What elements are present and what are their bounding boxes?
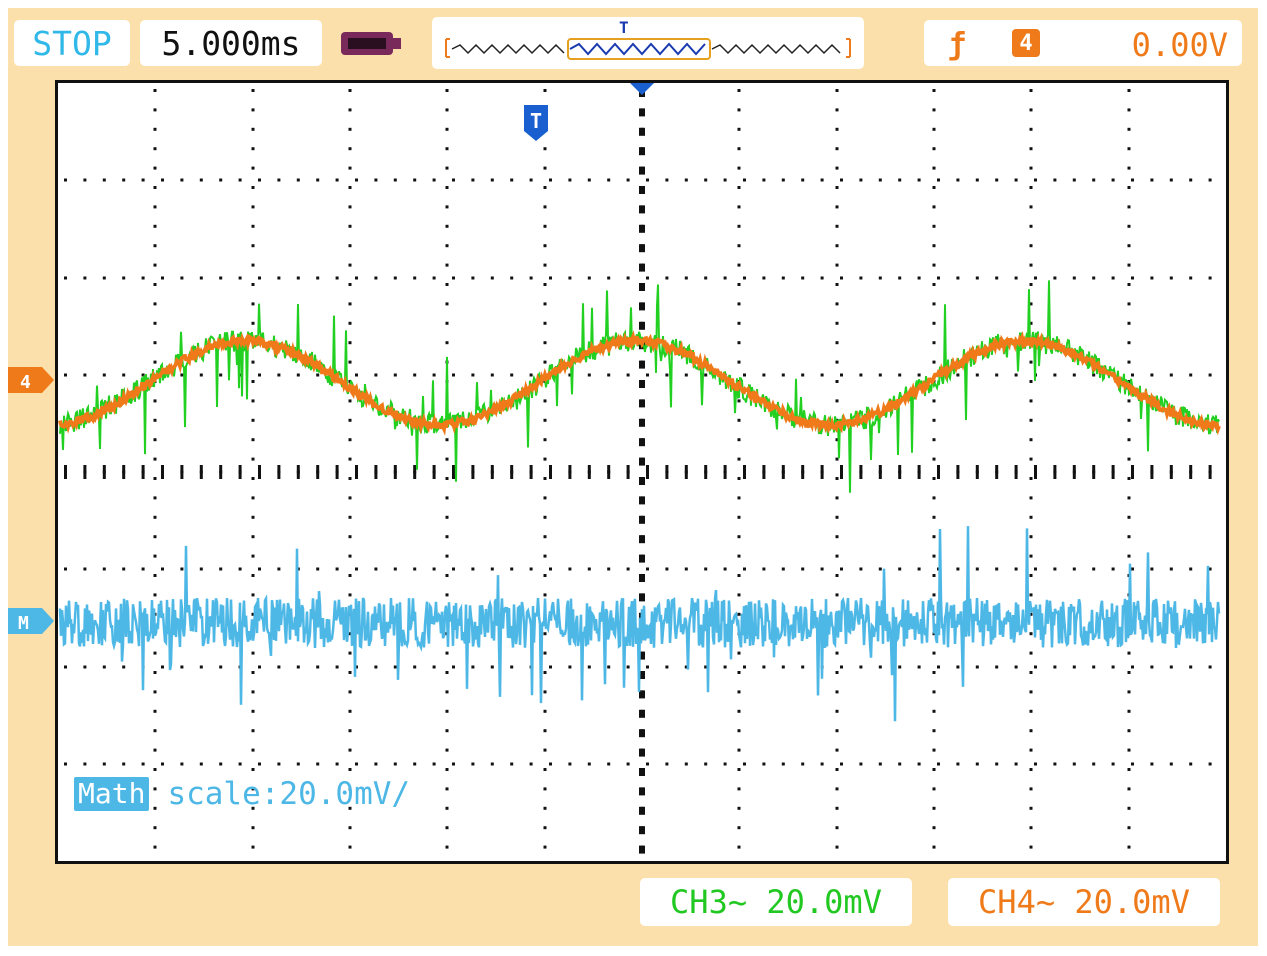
battery-icon [341, 32, 401, 55]
status-text: STOP [32, 23, 112, 63]
ch4-trace [58, 330, 1221, 436]
math-scale-label: Math scale:20.0mV/ [74, 776, 410, 812]
svg-text:4: 4 [20, 372, 31, 393]
waveform-plot: T [58, 83, 1221, 854]
ch4-scale-button[interactable]: CH4~ 20.0mV [948, 878, 1220, 926]
math-scale-text: scale:20.0mV/ [167, 776, 411, 812]
svg-text:T: T [530, 109, 542, 133]
run-stop-status[interactable]: STOP [14, 20, 130, 66]
trigger-position-marker: T [619, 18, 629, 37]
ch3-scale-text: CH3~ 20.0mV [670, 883, 882, 921]
ch4-ground-marker[interactable]: 4 [8, 365, 56, 395]
math-tag: Math [74, 777, 150, 811]
ch4-scale-text: CH4~ 20.0mV [978, 883, 1190, 921]
trigger-settings[interactable]: ƒ 4 0.00V [924, 20, 1242, 66]
horizontal-position-marker [630, 83, 654, 95]
trigger-position-bar[interactable]: T [432, 17, 864, 69]
math-ground-marker[interactable]: M [8, 606, 56, 636]
trigger-source-badge: 4 [1012, 29, 1040, 57]
timebase-display[interactable]: 5.000ms [140, 20, 322, 66]
memory-overview-icon: T [445, 18, 851, 60]
svg-text:M: M [18, 613, 29, 634]
waveform-display[interactable]: T [55, 80, 1229, 864]
math-trace [58, 526, 1221, 722]
rising-edge-icon: ƒ [948, 27, 967, 62]
trigger-time-marker: T [524, 105, 548, 141]
timebase-text: 5.000ms [161, 23, 301, 63]
ch3-scale-button[interactable]: CH3~ 20.0mV [640, 878, 912, 926]
trigger-level-text: 0.00V [1131, 26, 1228, 64]
